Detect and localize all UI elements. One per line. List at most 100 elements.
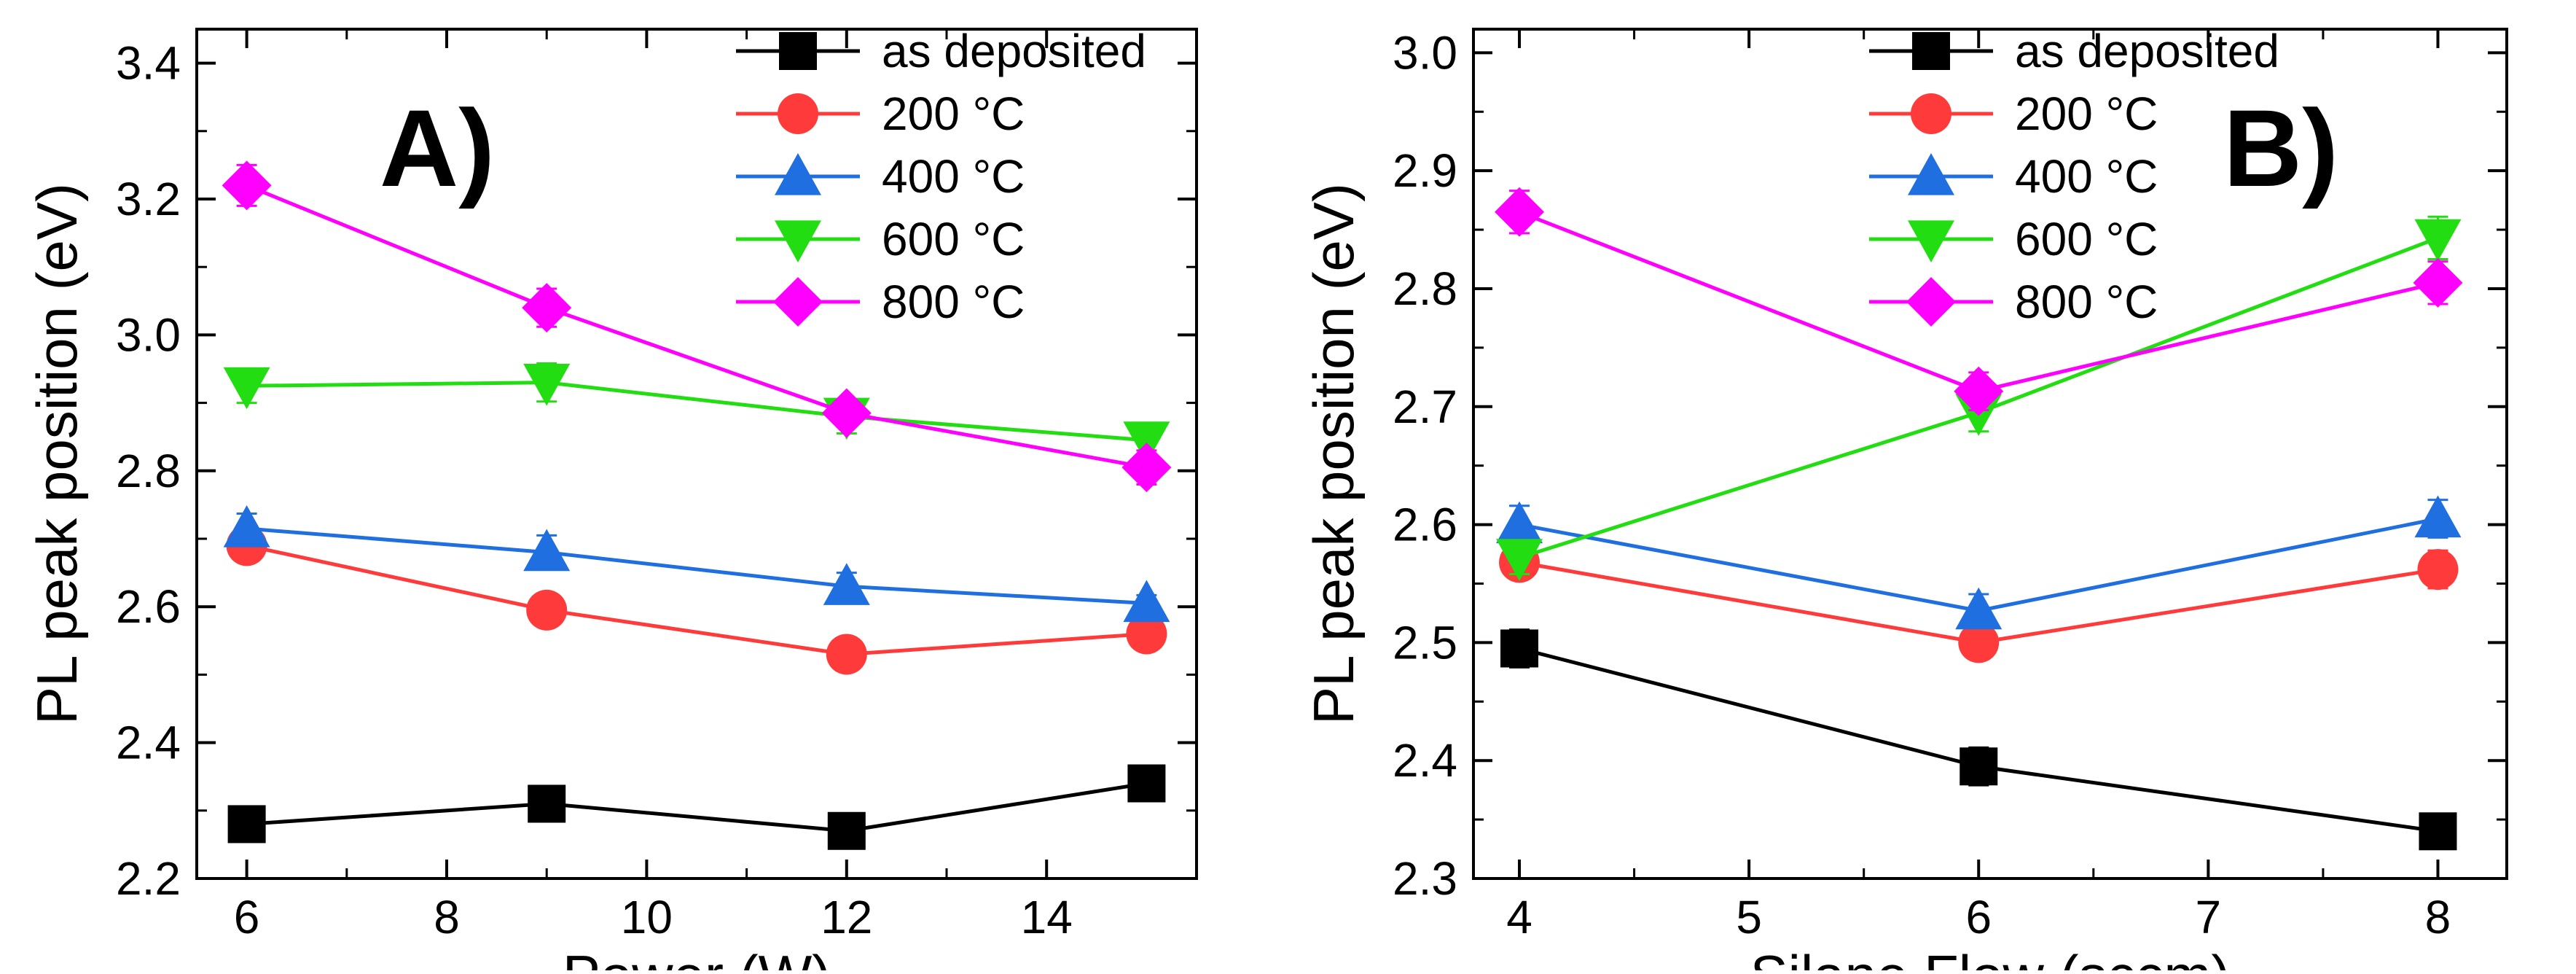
legend-marker [1911, 93, 1951, 134]
legend-label: as deposited [882, 25, 1146, 77]
y-tick-label: 2.7 [1393, 381, 1457, 433]
data-point [826, 634, 867, 675]
series-400-c [1496, 495, 2462, 630]
y-tick-label: 2.8 [116, 445, 181, 497]
legend-marker [1912, 32, 1950, 70]
x-tick-label: 7 [2196, 891, 2222, 943]
data-point [2414, 219, 2462, 262]
series-800-c [1495, 187, 2463, 416]
data-point [821, 388, 872, 438]
data-point [1127, 764, 1166, 803]
legend-marker [1906, 277, 1956, 327]
data-point [1960, 747, 1998, 786]
panel-a: 2.2 2.4 2.6 2.8 3.0 3.2 3.4 6 8 10 12 14 Power (W) PL… [25, 25, 1198, 974]
x-tick-label: 8 [434, 891, 460, 943]
series-as-deposited [227, 764, 1166, 850]
y-axis-label: PL peak position (eV) [25, 183, 89, 725]
x-tick-label: 14 [1021, 891, 1073, 943]
data-point [823, 563, 870, 605]
data-point [827, 811, 866, 850]
series-400-c [223, 505, 1170, 623]
data-point [1954, 366, 2004, 416]
y-tick-label: 3.4 [116, 37, 181, 90]
series-line [246, 381, 1147, 443]
x-axis-label: Silane Flow (sccm) [1750, 943, 2231, 970]
legend-marker [1908, 153, 1954, 195]
x-tick-label: 6 [1965, 891, 1992, 943]
legend-label: 800 °C [882, 276, 1025, 328]
data-point [2417, 549, 2459, 591]
legend-label: 200 °C [882, 87, 1025, 140]
series-line [1519, 647, 2438, 833]
data-point [1495, 187, 1545, 237]
x-tick-label: 6 [234, 891, 260, 943]
data-point [2413, 257, 2463, 308]
y-tick-label: 3.0 [1393, 26, 1457, 79]
series-line [246, 184, 1147, 470]
data-point [1496, 539, 1543, 581]
legend-label: 600 °C [882, 213, 1025, 265]
legend-label: as deposited [2015, 25, 2279, 77]
data-point [1496, 501, 1543, 544]
data-point [227, 805, 266, 844]
series-800-c [222, 160, 1172, 493]
x-tick-label: 10 [621, 891, 673, 943]
data-point [1958, 622, 2000, 663]
legend-label: 600 °C [2015, 213, 2158, 265]
legend-label: 400 °C [882, 150, 1025, 203]
x-tick-label: 12 [821, 891, 872, 943]
y-tick-label: 2.4 [1393, 734, 1457, 787]
data-point [523, 529, 571, 572]
data-point [523, 364, 571, 406]
legend-marker [773, 277, 823, 327]
legend-marker [779, 32, 817, 70]
series-200-c [226, 525, 1167, 675]
panel-letter: B) [2223, 87, 2338, 209]
x-tick-label: 8 [2425, 891, 2451, 943]
data-point [1126, 613, 1167, 655]
legend-label: 400 °C [2015, 150, 2158, 203]
x-tick-label: 5 [1736, 891, 1762, 943]
y-tick-label: 2.2 [116, 852, 181, 905]
legend-marker [1908, 220, 1954, 262]
legend-marker [778, 93, 818, 134]
plot-frame [195, 28, 1198, 880]
data-point [223, 505, 270, 548]
data-point [526, 589, 568, 631]
y-tick-label: 3.0 [116, 308, 181, 361]
y-tick-label: 2.4 [116, 717, 181, 769]
data-point [223, 367, 270, 410]
x-axis-label: Power (W) [563, 943, 831, 970]
x-tick-label: 4 [1506, 891, 1532, 943]
y-tick-label: 2.3 [1393, 852, 1457, 905]
data-point [1500, 629, 1539, 668]
series-line [246, 782, 1147, 833]
y-axis-label: PL peak position (eV) [1301, 183, 1366, 725]
legend-label: 200 °C [2015, 87, 2158, 140]
y-tick-label: 2.6 [1393, 499, 1457, 551]
data-point [1123, 580, 1170, 623]
series-600-c [223, 362, 1170, 464]
plot-frame [1472, 28, 2508, 880]
data-point [2414, 495, 2462, 538]
panel-letter: A) [380, 87, 495, 209]
data-point [1123, 421, 1170, 464]
y-tick-label: 2.8 [1393, 262, 1457, 315]
y-tick-label: 2.6 [116, 580, 181, 633]
y-tick-label: 2.5 [1393, 616, 1457, 669]
series-200-c [1499, 542, 2459, 663]
y-tick-label: 3.2 [116, 173, 181, 225]
panel-b: 2.3 2.4 2.5 2.6 2.7 2.8 2.9 3.0 4 5 6 7 8 Silane Flow… [1301, 25, 2508, 974]
series-as-deposited [1500, 628, 2457, 851]
y-tick-label: 2.9 [1393, 144, 1457, 197]
data-point [2419, 812, 2457, 851]
series-line [246, 543, 1147, 656]
legend-label: 800 °C [2015, 276, 2158, 328]
data-point [1955, 587, 2003, 630]
data-point [1121, 443, 1172, 493]
data-point [528, 784, 566, 823]
series-line [246, 526, 1147, 606]
data-point [522, 283, 572, 333]
